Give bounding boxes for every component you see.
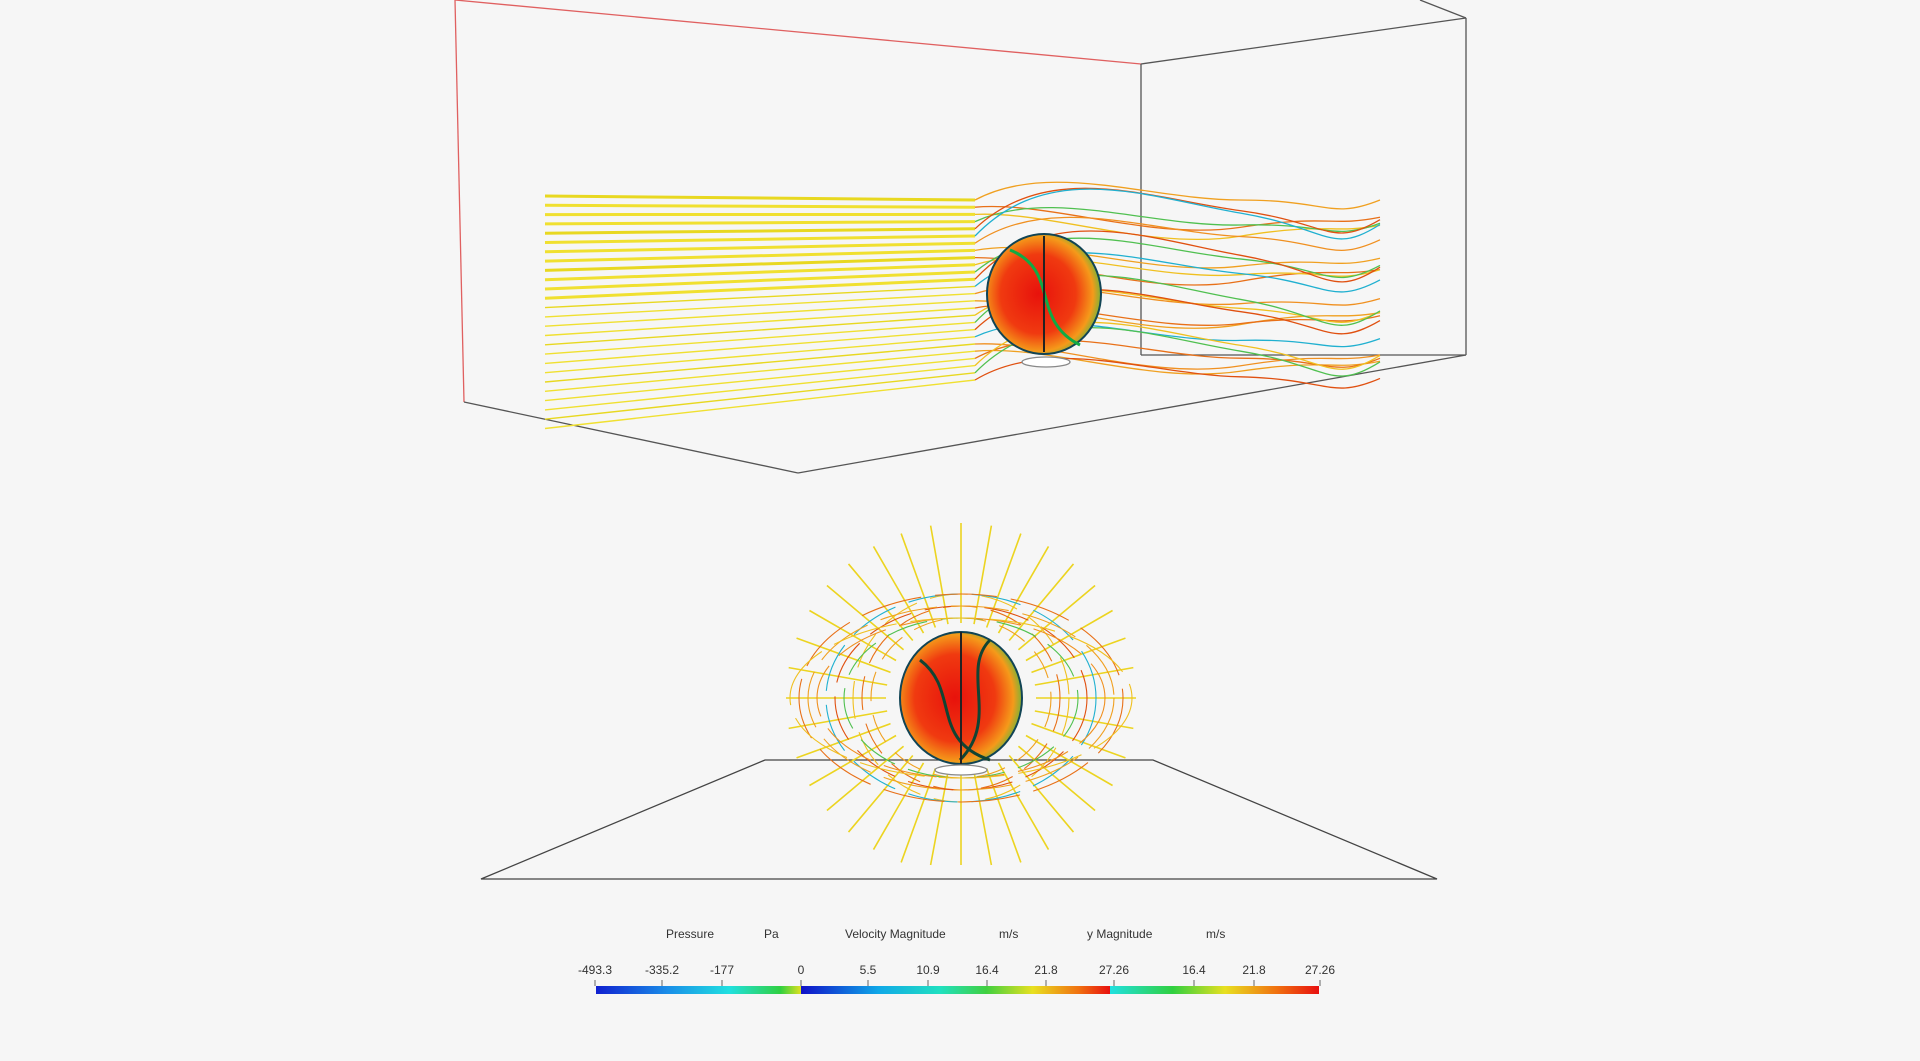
streamline [544,307,976,337]
streamline [826,584,905,651]
streamline [1008,563,1075,642]
streamline [1031,722,1126,759]
streamline [973,525,993,625]
color-bar [596,986,801,994]
streamline [544,203,976,209]
rotor-base [934,764,988,776]
streamline [847,563,914,642]
streamline [544,350,976,392]
streamline [807,605,1115,791]
streamline [796,722,891,759]
color-bar [1110,986,1319,994]
ground-plane [480,759,1438,880]
legend-title: Velocity Magnitude [845,927,946,941]
streamline [974,206,1381,232]
streamline [544,321,976,355]
streamline [544,343,976,383]
tick-label: 21.8 [1242,963,1266,977]
streamline [929,525,949,625]
streamline [985,533,1022,628]
streamline [997,546,1050,634]
streamline [974,187,1381,234]
tick-label: 10.9 [916,963,940,977]
streamline [544,227,976,235]
streamline [544,248,976,263]
streamline [974,188,1381,240]
streamline [544,372,976,420]
streamline [544,241,976,254]
streamline [544,336,976,374]
rotor-blade [958,638,992,762]
tick-label: -493.3 [578,963,612,977]
streamline [544,300,976,327]
legend-unit: m/s [999,927,1018,941]
legend: Pressure Pa Velocity Magnitude m/s y Mag… [578,927,1335,994]
streamlines [544,181,1381,430]
tick-label: -335.2 [645,963,679,977]
streamline [798,593,1124,803]
streamline [544,364,976,411]
streamline [544,314,976,346]
legend-unit: m/s [1206,927,1225,941]
streamline [544,379,976,430]
streamline [1017,584,1096,651]
streamline [973,771,993,866]
legend-title: Pressure [666,927,714,941]
streamline [544,270,976,291]
streamline [544,277,976,300]
side-view [454,0,1467,474]
streamline [544,328,976,365]
streamline [1008,754,1075,833]
tick-label: 16.4 [1182,963,1206,977]
rotor-blade [919,658,991,762]
tick-label: -177 [710,963,734,977]
tick-label: 0 [798,963,805,977]
streamline [872,762,925,850]
streamline [796,637,891,674]
streamline [544,292,976,318]
streamline [872,546,925,634]
streamline [788,666,888,686]
legend-title: y Magnitude [1087,927,1153,941]
streamline [788,710,888,730]
legend-unit: Pa [764,927,779,941]
streamline [974,205,1381,231]
streamline [847,754,914,833]
streamline [985,768,1022,863]
tick-label: 27.26 [1099,963,1129,977]
streamline [900,768,937,863]
streamline [544,357,976,402]
streamline [544,263,976,282]
color-bar [801,986,1110,994]
streamline [544,256,976,272]
tick-label: 27.26 [1305,963,1335,977]
tick-label: 5.5 [860,963,877,977]
streamline [1031,637,1126,674]
rotor-base [1021,356,1071,368]
streamline [544,234,976,244]
streamline [974,216,1381,251]
streamline [1034,666,1134,686]
tick-label: 16.4 [975,963,999,977]
streamline [997,762,1050,850]
streamline [900,533,937,628]
streamline [826,745,905,812]
streamlines [786,523,1136,866]
streamline [974,181,1381,210]
streamline [544,285,976,309]
streamline [544,194,976,202]
streamline [825,593,1097,803]
front-view [480,523,1438,880]
streamline [789,617,1133,779]
streamline [1017,745,1096,812]
streamline [544,220,976,226]
streamline [809,734,897,787]
tick-label: 21.8 [1034,963,1058,977]
streamline [929,771,949,866]
